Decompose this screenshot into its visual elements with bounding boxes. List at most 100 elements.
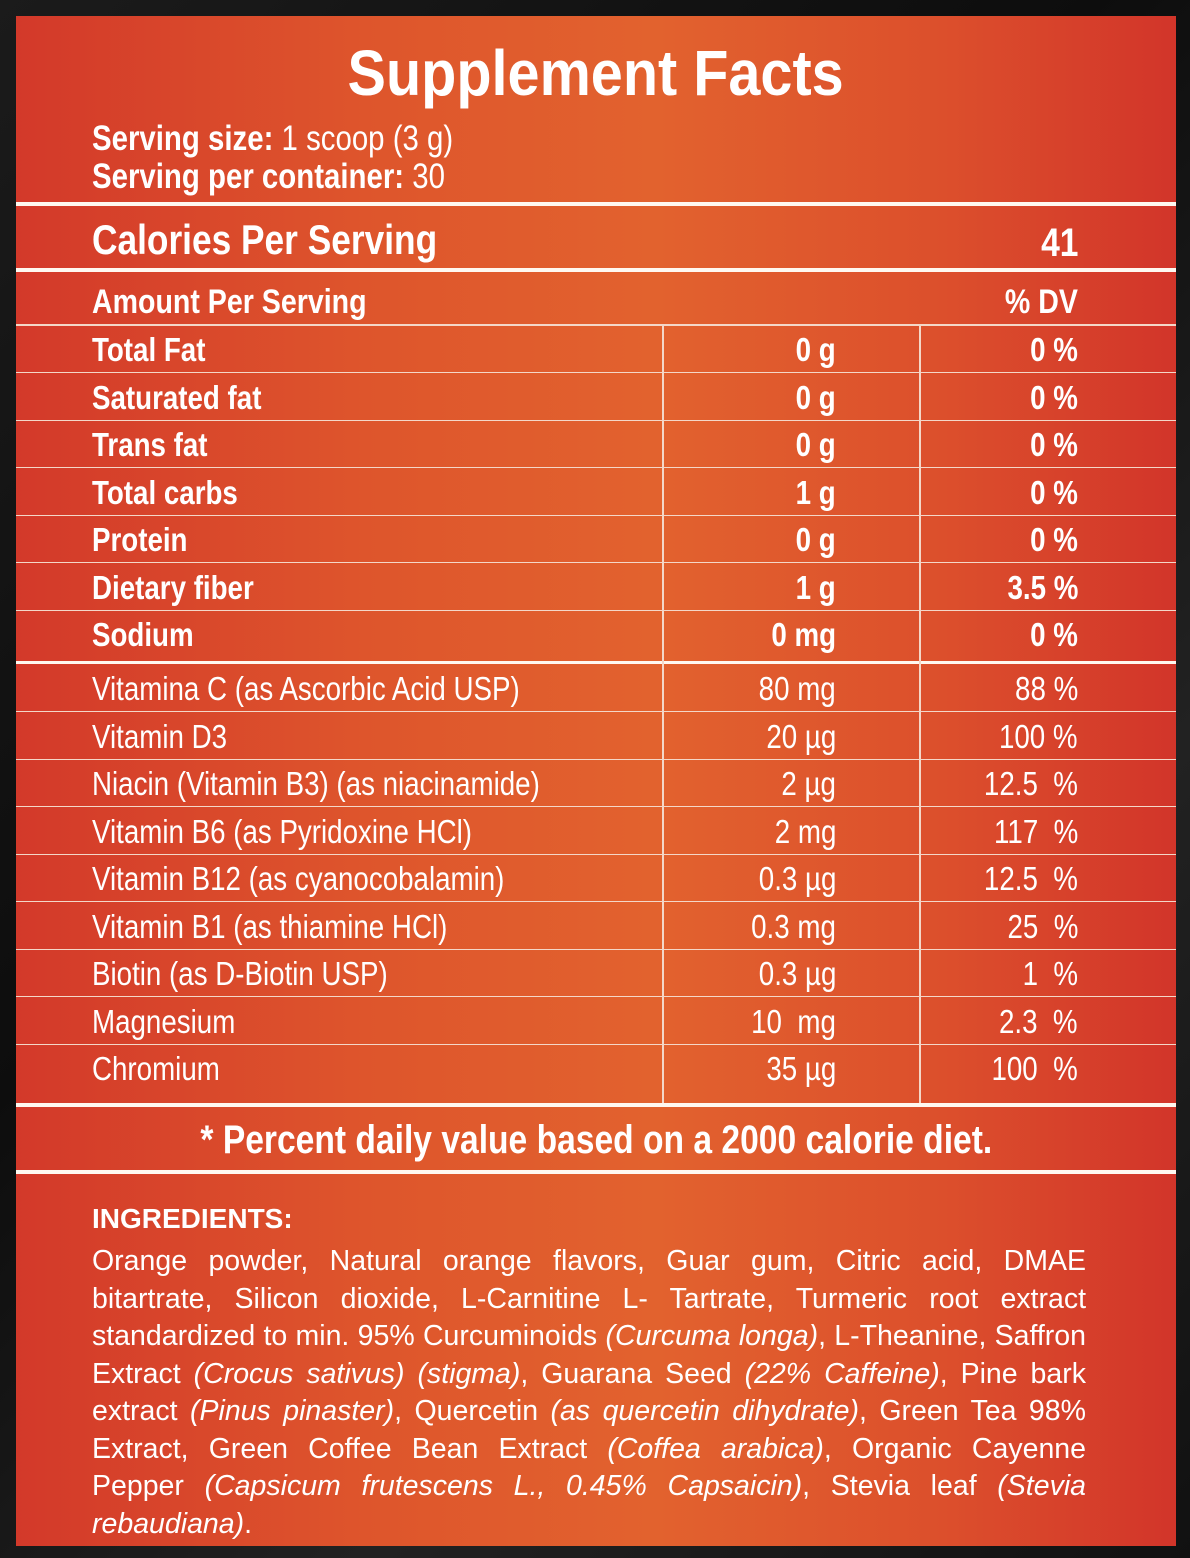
nutrient-row: Sodium 0 mg 0 %	[16, 611, 1176, 657]
ingredient-botanical-name: (Curcuma longa)	[605, 1320, 819, 1352]
vitamin-row: Chromium 35 µg 100 %	[16, 1045, 1176, 1091]
row-dv: 88 %	[1014, 670, 1078, 707]
row-dv: 12.5 %	[983, 765, 1078, 802]
row-amount: 0 mg	[771, 616, 836, 653]
ingredient-botanical-name: (22% Caffeine)	[744, 1357, 940, 1390]
ingredient-botanical-name: (Capsicum frutescens L., 0.45% Capsaicin…	[204, 1470, 803, 1502]
ingredient-text: , Green Tea 98% Extract, Green Coffee Be…	[92, 1395, 1086, 1465]
row-dv: 12.5 %	[983, 860, 1078, 897]
row-amount: 0.3 µg	[758, 860, 836, 897]
footnote: * Percent daily value based on a 2000 ca…	[200, 1118, 992, 1162]
ingredient-text: , L-Theanine, Saffron Extract	[92, 1320, 1087, 1390]
row-amount: 80 mg	[758, 670, 836, 707]
nutrient-row: Dietary fiber 1 g 3.5 %	[16, 564, 1176, 611]
row-dv: 117 %	[993, 812, 1078, 850]
column-divider	[919, 326, 921, 1104]
vitamin-row: Vitamin B6 (as Pyridoxine HCl) 2 mg 117 …	[16, 808, 1176, 855]
vitamin-row: Vitamin B1 (as thiamine HCl) 0.3 mg 25 %	[16, 903, 1176, 950]
ingredient-text: Orange powder, Natural orange flavors, G…	[92, 1245, 1086, 1352]
ingredients-heading: INGREDIENTS:	[92, 1203, 293, 1234]
dv-header: % DV	[1004, 283, 1078, 321]
supplement-facts-panel: Supplement Facts Serving size: 1 scoop (…	[16, 16, 1176, 1546]
row-amount: 35 µg	[766, 1050, 836, 1087]
vitamin-row: Magnesium 10 mg 2.3 %	[16, 998, 1176, 1045]
row-name: Magnesium	[92, 1002, 236, 1040]
page-title: Supplement Facts	[347, 37, 845, 109]
row-amount: 2 mg	[774, 812, 836, 850]
row-dv: 100 %	[991, 1050, 1078, 1087]
row-name: Total Fat	[92, 331, 206, 368]
divider	[16, 1170, 1176, 1174]
amount-per-serving-header: Amount Per Serving	[92, 283, 367, 321]
ingredient-botanical-name: (as quercetin dihydrate)	[550, 1395, 859, 1427]
vitamin-row: Niacin (Vitamin B3) (as niacinamide) 2 µ…	[16, 760, 1176, 807]
row-dv: 25 %	[1007, 907, 1078, 945]
divider	[16, 324, 1176, 326]
row-amount: 0 g	[795, 521, 836, 558]
row-amount: 0 g	[795, 426, 836, 463]
row-amount: 2 µg	[781, 765, 836, 802]
row-amount: 20 µg	[766, 717, 836, 755]
ingredient-botanical-name: (Coffea arabica)	[607, 1432, 824, 1465]
row-name: Niacin (Vitamin B3) (as niacinamide)	[92, 765, 540, 802]
row-dv: 0 %	[1030, 473, 1078, 511]
divider	[16, 1103, 1176, 1107]
ingredient-text: , Organic Cayenne Pepper	[92, 1432, 1087, 1503]
row-amount: 0.3 mg	[751, 907, 836, 945]
divider	[16, 268, 1176, 272]
vitamin-row: Vitamina C (as Ascorbic Acid USP) 80 mg …	[16, 665, 1176, 712]
nutrient-row: Trans fat 0 g 0 %	[16, 421, 1176, 468]
serving-size: Serving size: 1 scoop (3 g)	[92, 119, 454, 158]
row-dv: 0 %	[1030, 426, 1078, 463]
ingredient-botanical-name: (Stevia rebaudiana)	[92, 1470, 1086, 1540]
row-name: Vitamin D3	[92, 717, 228, 755]
divider	[16, 202, 1176, 206]
row-name: Vitamin B12 (as cyanocobalamin)	[92, 860, 505, 897]
row-amount: 1 g	[795, 568, 836, 606]
ingredient-text: , Quercetin	[394, 1395, 551, 1427]
vitamin-row: Vitamin B12 (as cyanocobalamin) 0.3 µg 1…	[16, 855, 1176, 902]
row-dv: 3.5 %	[1007, 568, 1078, 606]
nutrient-row: Total Fat 0 g 0 %	[16, 326, 1176, 373]
row-amount: 0 g	[795, 331, 836, 368]
servings-per-container: Serving per container: 30	[92, 157, 445, 196]
row-dv: 100 %	[999, 717, 1078, 755]
nutrient-row: Saturated fat 0 g 0 %	[16, 374, 1176, 421]
ingredient-botanical-name: (Crocus sativus) (stigma)	[193, 1357, 521, 1390]
ingredient-botanical-name: (Pinus pinaster)	[189, 1395, 395, 1427]
row-amount: 0.3 µg	[758, 955, 836, 992]
row-name: Sodium	[92, 616, 194, 653]
column-divider	[662, 326, 664, 1104]
row-dv: 1 %	[1022, 955, 1078, 992]
nutrient-row: Protein 0 g 0 %	[16, 516, 1176, 563]
row-name: Dietary fiber	[92, 568, 254, 606]
row-name: Chromium	[92, 1050, 220, 1087]
row-name: Vitamin B1 (as thiamine HCl)	[92, 907, 448, 945]
ingredient-text: .	[244, 1507, 253, 1540]
row-dv: 0 %	[1030, 378, 1078, 416]
ingredient-text: , Guarana Seed	[520, 1357, 745, 1390]
vitamin-row: Biotin (as D-Biotin USP) 0.3 µg 1 %	[16, 950, 1176, 997]
divider	[16, 661, 1176, 664]
nutrient-row: Total carbs 1 g 0 %	[16, 469, 1176, 516]
row-name: Biotin (as D-Biotin USP)	[92, 955, 388, 992]
row-dv: 0 %	[1030, 616, 1078, 653]
row-dv: 0 %	[1030, 331, 1078, 368]
row-name: Trans fat	[92, 426, 208, 463]
ingredient-text: , Stevia leaf	[802, 1470, 998, 1502]
vitamin-row: Vitamin D3 20 µg 100 %	[16, 713, 1176, 760]
row-amount: 0 g	[795, 378, 836, 416]
ingredients-text: Orange powder, Natural orange flavors, G…	[92, 1243, 1086, 1543]
row-name: Total carbs	[92, 473, 238, 511]
row-name: Vitamin B6 (as Pyridoxine HCl)	[92, 812, 473, 850]
row-name: Protein	[92, 521, 188, 558]
row-name: Saturated fat	[92, 378, 262, 416]
calories-label: Calories Per Serving	[92, 216, 438, 263]
row-dv: 0 %	[1030, 521, 1078, 558]
row-dv: 2.3 %	[999, 1002, 1078, 1040]
row-amount: 1 g	[795, 473, 836, 511]
row-amount: 10 mg	[751, 1002, 836, 1040]
calories-value: 41	[1040, 221, 1078, 265]
ingredient-text: , Pine bark extract	[92, 1357, 1086, 1428]
row-name: Vitamina C (as Ascorbic Acid USP)	[92, 670, 520, 707]
